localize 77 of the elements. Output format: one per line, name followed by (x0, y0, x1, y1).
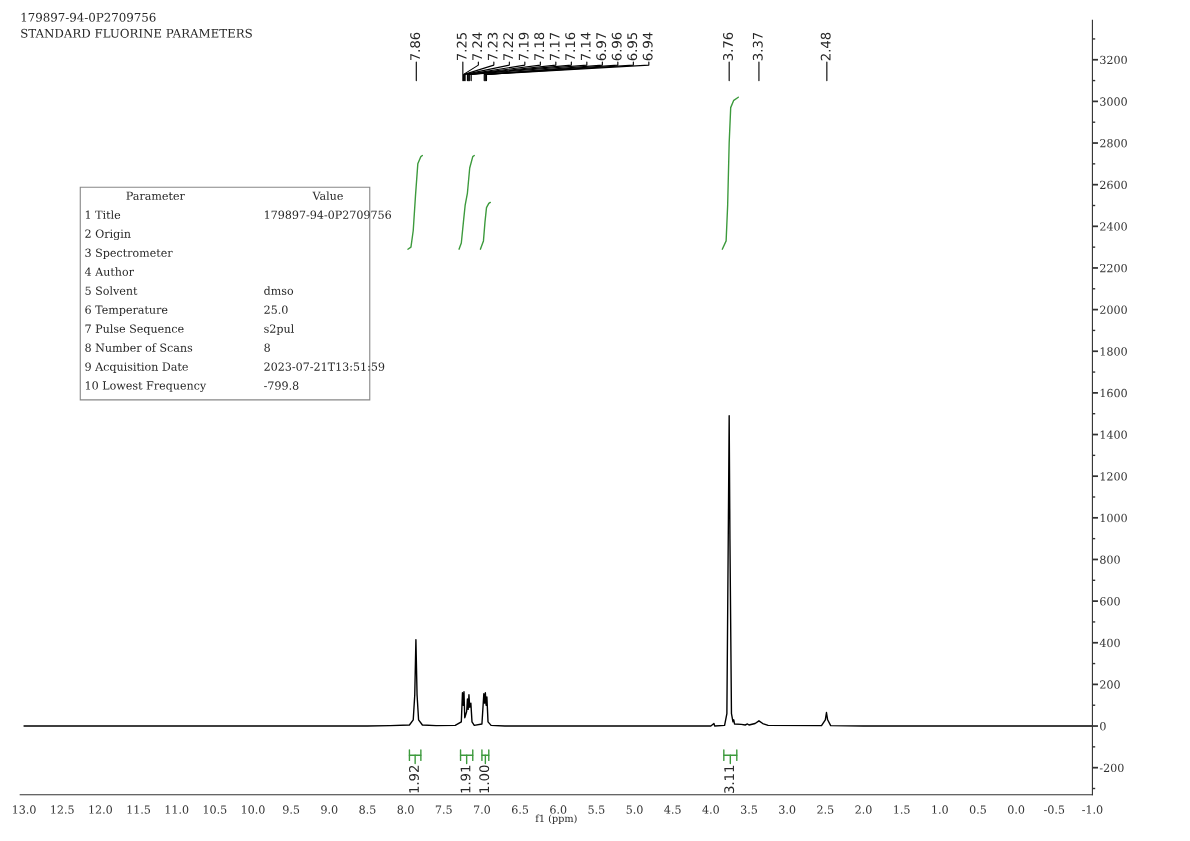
y-tick-label: 1400 (1100, 430, 1127, 439)
y-tick-label: 200 (1100, 680, 1120, 689)
annotation: 7.86 (410, 32, 421, 61)
x-tick-label: 9.0 (321, 805, 338, 814)
x-tick-label: 10.5 (203, 805, 227, 814)
y-tick-label: 1600 (1100, 388, 1127, 398)
x-tick-label: 4.0 (702, 805, 719, 814)
y-tick-label: 2600 (1100, 180, 1127, 190)
line-series (479, 201, 492, 250)
line-series (23, 415, 1093, 727)
annotation: 7.25 (456, 32, 467, 61)
y-tick-label: 1800 (1100, 347, 1127, 356)
y-tick-label: 3200 (1100, 55, 1127, 65)
x-tick-label: 10.0 (241, 805, 265, 814)
y-tick-label: -200 (1099, 763, 1124, 773)
y-tick-label: 1000 (1100, 513, 1127, 523)
annotation: 6.97 (596, 32, 607, 61)
y-tick-label: 600 (1100, 597, 1120, 606)
x-tick-label: -1.0 (1082, 805, 1103, 814)
x-tick-label: 8.5 (359, 805, 376, 814)
x-tick-label: 1.5 (894, 805, 910, 814)
annotation: 3.11 (724, 765, 735, 793)
y-tick-label: 2200 (1100, 263, 1127, 273)
x-tick-label: 7.5 (435, 805, 452, 814)
x-tick-label: 11.0 (165, 805, 189, 814)
annotation: 7.18 (534, 32, 545, 61)
x-tick-label: 13.0 (13, 805, 36, 814)
x-tick-label: 6.0 (550, 805, 567, 814)
annotation: 2.48 (820, 32, 831, 61)
line-series (407, 154, 424, 250)
line-series (721, 96, 740, 250)
x-tick-label: 3.0 (779, 805, 796, 814)
x-tick-label: 5.5 (588, 805, 605, 814)
x-tick-label: 1.0 (932, 805, 948, 814)
annotation: 7.14 (580, 32, 591, 61)
x-tick-label: 4.5 (664, 805, 681, 814)
annotation: 7.22 (503, 33, 513, 61)
text: STANDARD FLUORINE PARAMETERS (21, 28, 252, 38)
x-tick-label: 6.5 (511, 805, 529, 814)
x-tick-label: 0.5 (969, 805, 986, 814)
x-tick-label: 11.5 (127, 805, 151, 814)
x-tick-label: -0.5 (1044, 805, 1065, 814)
x-tick-label: 9.5 (283, 805, 300, 814)
y-tick-label: 1200 (1100, 472, 1127, 481)
annotation: 7.24 (472, 32, 482, 61)
text: Parameter Value 1 Title 179897-94-0P2709756 2 Origin 3 Spectrometer 4 Author 5 Solvent dmso 6 Temperature 25.0 7 Pulse Sequence s2pul 8 Number of Scans 8 9 Acquisition Date 2023-07-21T13:51:59 10 Lowest Frequency -799.8 (84, 191, 392, 392)
x-axis-title: f1 (ppm) (535, 814, 577, 824)
y-tick-label: 0 (1100, 722, 1106, 731)
annotation: 6.94 (642, 32, 653, 61)
annotation: 1.91 (460, 765, 471, 793)
y-tick-label: 400 (1099, 638, 1120, 648)
y-tick-label: 2400 (1100, 222, 1127, 231)
x-tick-label: 8.0 (397, 805, 414, 814)
x-tick-label: 2.5 (817, 805, 834, 814)
x-tick-label: 5.0 (626, 805, 643, 814)
annotation: 7.19 (518, 32, 529, 61)
x-tick-label: 3.5 (741, 805, 757, 814)
annotation: 1.00 (479, 765, 490, 793)
x-tick-label: 0.0 (1008, 805, 1025, 814)
y-tick-label: 2000 (1100, 305, 1127, 314)
y-tick-label: 2800 (1100, 139, 1127, 148)
annotation: 6.95 (627, 32, 638, 61)
x-tick-label: 7.0 (474, 805, 491, 814)
x-tick-label: 2.0 (855, 805, 872, 814)
annotation: 6.96 (611, 32, 622, 61)
annotation: 1.92 (409, 765, 419, 793)
line-series (458, 154, 475, 250)
y-tick-label: 800 (1100, 555, 1120, 564)
x-tick-label: 12.5 (51, 805, 74, 814)
annotation: 3.76 (723, 32, 733, 61)
chart-title: 179897-94-0P2709756 (21, 12, 156, 22)
x-tick-label: 12.0 (89, 805, 112, 814)
annotation: 7.17 (549, 32, 560, 61)
annotation: 7.16 (565, 32, 576, 61)
annotation: 7.23 (487, 32, 498, 61)
annotation: 3.37 (752, 32, 763, 61)
y-tick-label: 3000 (1100, 97, 1127, 106)
